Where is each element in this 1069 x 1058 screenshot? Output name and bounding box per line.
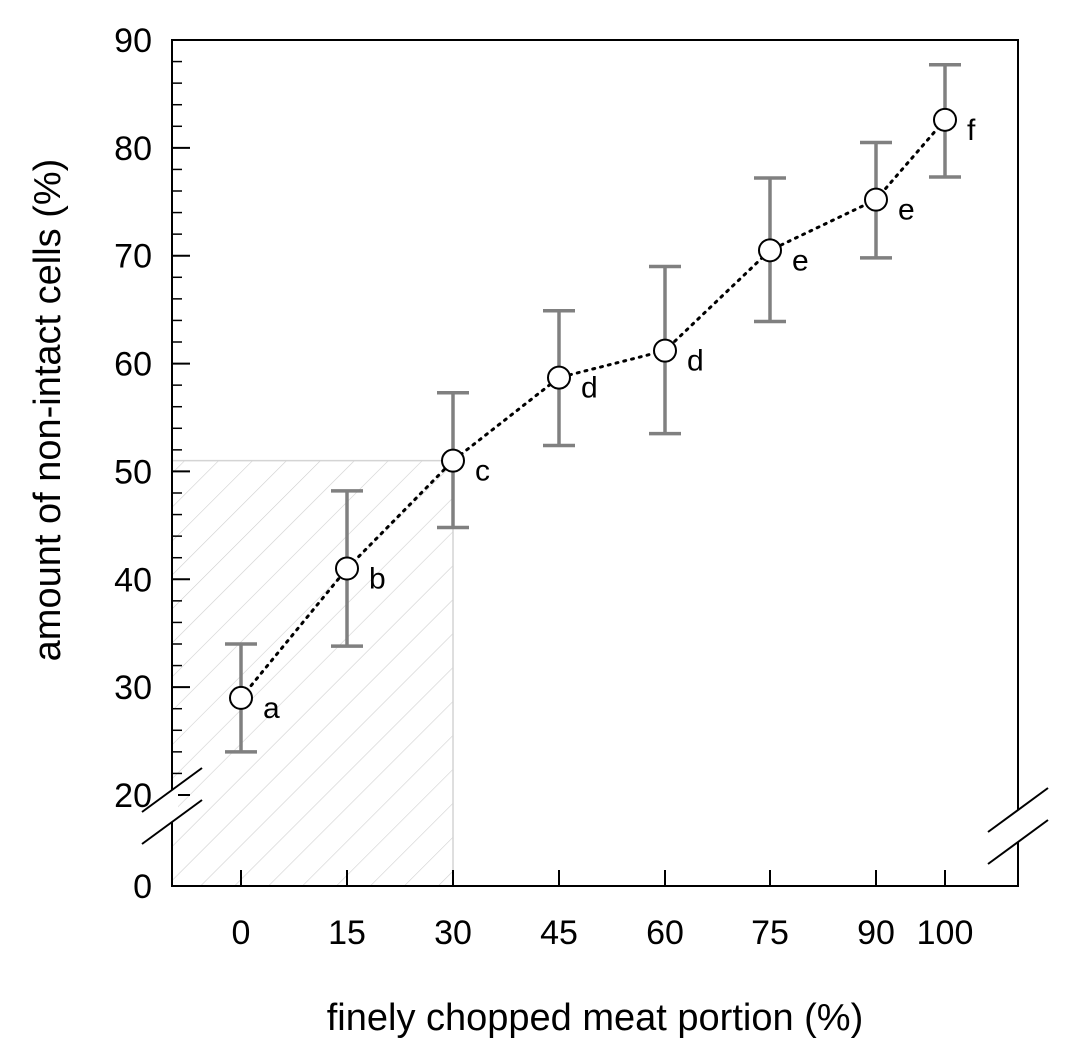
y-tick-label: 60 <box>114 346 152 384</box>
axis-break-gap <box>166 790 178 822</box>
x-tick-label: 75 <box>751 914 789 952</box>
significance-letter: a <box>263 692 280 725</box>
x-tick-label: 90 <box>857 914 895 952</box>
data-point <box>933 107 957 132</box>
x-tick-label: 100 <box>917 914 974 952</box>
y-tick-label: 80 <box>114 130 152 168</box>
significance-letter: b <box>369 563 386 596</box>
axis-break-mark <box>987 819 1049 865</box>
data-point <box>547 365 571 390</box>
axis-break-mark <box>987 787 1049 833</box>
axis-break-gap <box>1012 810 1024 842</box>
y-tick-label: 0 <box>133 868 152 906</box>
plot-frame <box>171 39 1019 887</box>
significance-letter: e <box>898 194 915 227</box>
y-tick-label: 40 <box>114 561 152 599</box>
y-axis-title: amount of non-intact cells (%) <box>27 159 69 662</box>
data-point <box>653 338 677 363</box>
y-tick-label: 30 <box>114 669 152 707</box>
axis-break-mark <box>141 799 203 845</box>
significance-letter: f <box>967 114 976 147</box>
x-tick-label: 45 <box>540 914 578 952</box>
y-tick-label: 50 <box>114 453 152 491</box>
x-tick-label: 30 <box>434 914 472 952</box>
x-tick-label: 15 <box>328 914 366 952</box>
x-axis-title: finely chopped meat portion (%) <box>327 997 864 1039</box>
x-tick-label: 0 <box>232 914 251 952</box>
significance-letter: d <box>687 345 704 378</box>
axis-break-mark <box>141 767 203 813</box>
significance-letter: c <box>475 455 490 488</box>
data-point <box>864 187 888 212</box>
series-line <box>239 118 947 700</box>
significance-letter: d <box>581 372 598 405</box>
data-point <box>441 448 465 473</box>
x-tick-label: 60 <box>646 914 684 952</box>
data-point <box>758 238 782 263</box>
highlight-region <box>171 459 454 887</box>
y-tick-label: 90 <box>114 22 152 60</box>
data-point <box>335 556 359 581</box>
significance-letter: e <box>792 244 809 277</box>
y-tick-label: 70 <box>114 238 152 276</box>
data-point <box>229 685 253 710</box>
